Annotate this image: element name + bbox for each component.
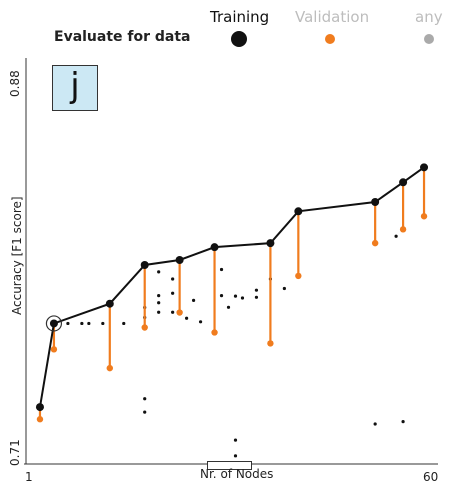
training-point-3	[140, 260, 149, 269]
evaluate-for-data-label: Evaluate for data	[54, 29, 191, 45]
y-axis-label: Accuracy [F1 score]	[10, 196, 24, 315]
legend-any-dot[interactable]	[424, 34, 434, 44]
validation-point-10	[420, 213, 428, 220]
legend-any-label[interactable]: any	[415, 8, 443, 26]
any-point-10	[157, 294, 161, 298]
any-point-21	[226, 305, 231, 309]
legend-training-dot[interactable]	[231, 31, 247, 47]
any-point-26	[254, 288, 259, 292]
any-point-15	[171, 310, 175, 314]
training-point-7	[294, 207, 303, 216]
any-point-31	[401, 420, 405, 424]
validation-point-6	[267, 340, 274, 347]
any-point-14	[171, 291, 175, 295]
any-point-22	[233, 294, 238, 298]
training-point-6	[266, 239, 275, 248]
any-point-25	[240, 296, 245, 300]
x-tick-label-min: 1	[25, 470, 33, 484]
any-point-12	[157, 310, 161, 314]
validation-point-7	[295, 272, 302, 280]
y-tick-label-min: 0.71	[8, 439, 22, 466]
training-point-5	[210, 243, 219, 252]
any-point-13	[171, 277, 175, 281]
legend-validation-label[interactable]: Validation	[295, 8, 370, 26]
x-tick-label-max: 60	[423, 470, 439, 484]
y-tick-label-max: 0.88	[8, 70, 22, 97]
any-point-7	[143, 397, 147, 401]
validation-point-2	[106, 364, 113, 372]
any-point-4	[122, 321, 126, 326]
training-point-0	[35, 403, 44, 412]
validation-point-1	[50, 346, 58, 353]
validation-point-3	[141, 324, 148, 331]
legend-training-label[interactable]: Training	[210, 8, 270, 26]
validation-point-0	[36, 416, 44, 423]
training-point-1	[49, 319, 58, 328]
legend-validation-dot[interactable]	[325, 34, 335, 44]
any-point-23	[233, 438, 238, 442]
any-point-29	[282, 286, 286, 291]
training-point-2	[105, 299, 114, 308]
training-point-8	[371, 198, 380, 207]
any-point-20	[219, 294, 224, 298]
any-point-16	[185, 316, 189, 320]
any-point-17	[191, 298, 196, 302]
validation-point-9	[399, 226, 407, 233]
x-axis-label: Nr. of Nodes	[200, 467, 274, 481]
training-point-4	[175, 256, 184, 264]
any-point-11	[157, 301, 161, 305]
training-point-9	[399, 178, 408, 187]
any-point-27	[254, 295, 259, 299]
any-point-1	[80, 321, 84, 326]
training-point-10	[420, 163, 429, 172]
x-axis-label-box[interactable]	[207, 461, 252, 470]
any-point-19	[219, 267, 224, 272]
panel-letter: j	[52, 65, 98, 111]
selected-point-ring	[45, 315, 63, 332]
any-point-9	[157, 270, 161, 274]
any-point-32	[394, 234, 398, 238]
any-point-0	[66, 321, 70, 326]
validation-point-8	[371, 239, 379, 247]
validation-point-5	[211, 329, 218, 336]
any-point-8	[143, 410, 147, 414]
any-point-3	[101, 321, 105, 326]
any-point-30	[373, 422, 377, 426]
any-point-24	[233, 454, 238, 458]
any-point-2	[87, 321, 91, 326]
any-point-18	[198, 320, 203, 324]
validation-point-4	[176, 309, 183, 316]
training-front-line	[38, 166, 425, 408]
